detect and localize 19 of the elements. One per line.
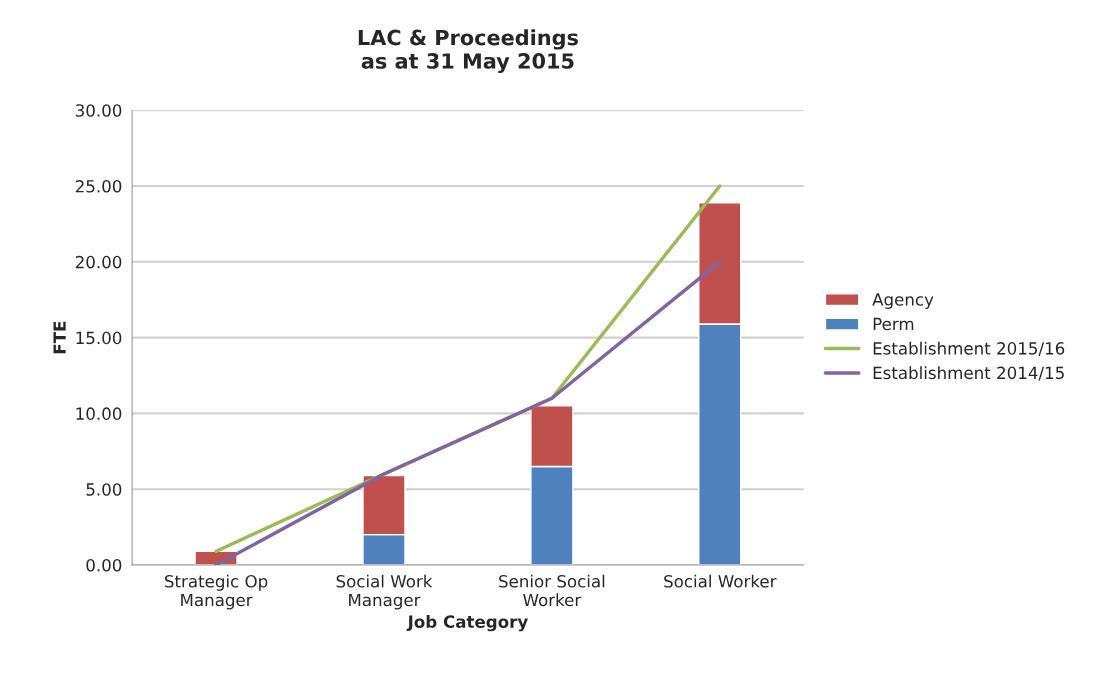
y-tick-label: 20.00 bbox=[75, 255, 122, 269]
line-series bbox=[214, 260, 722, 565]
y-axis-title: FTE bbox=[53, 321, 66, 354]
chart-title: LAC & Proceedings as at 31 May 2015 bbox=[358, 29, 578, 74]
x-tick-label: Social Work Manager bbox=[336, 574, 433, 610]
x-axis-title: Job Category bbox=[406, 615, 528, 632]
legend-label: Establishment 2014/15 bbox=[873, 366, 1064, 381]
legend-label: Agency bbox=[872, 293, 934, 309]
y-tick-label: 0.00 bbox=[86, 558, 122, 572]
x-tick-label: Social Worker bbox=[664, 574, 777, 588]
y-tick-label: 30.00 bbox=[75, 104, 122, 117]
x-tick-label: Strategic Op Manager bbox=[165, 574, 268, 610]
legend-label: Perm bbox=[873, 317, 914, 331]
y-tick-label: 25.00 bbox=[75, 179, 122, 193]
x-tick-label: Senior Social Worker bbox=[499, 574, 605, 607]
y-tick-label: 5.00 bbox=[86, 483, 122, 496]
y-tick-label: 15.00 bbox=[76, 331, 122, 345]
legend-label: Establishment 2015/16 bbox=[873, 341, 1065, 356]
y-tick-label: 10.00 bbox=[76, 407, 122, 420]
